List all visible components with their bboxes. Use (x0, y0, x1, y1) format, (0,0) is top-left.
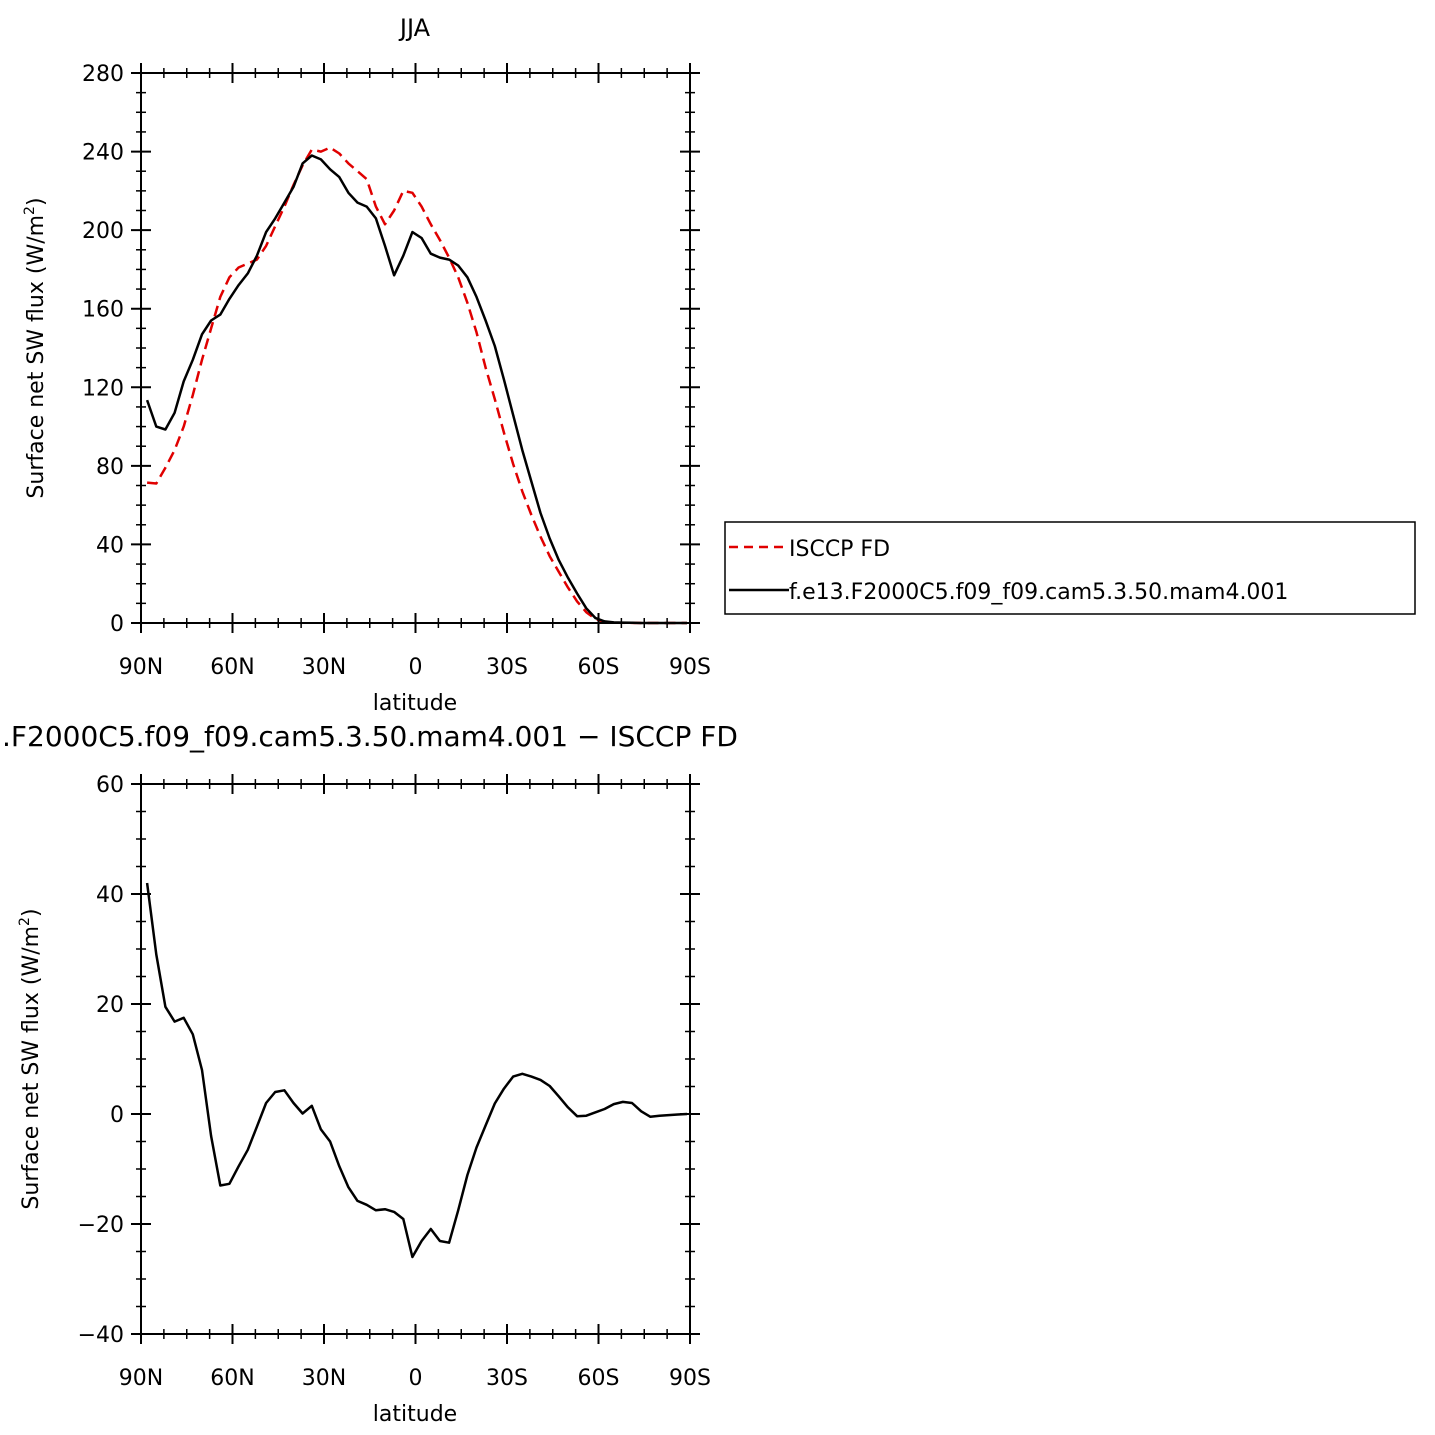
top-ytick-label: 0 (110, 612, 124, 637)
top-x-axis-label: latitude (373, 691, 457, 716)
bottom-y-axis-label: Surface net SW flux (W/m2) (17, 908, 44, 1209)
top-xtick-labels: 90N 60N 30N 0 30S 60S 90S (119, 655, 711, 680)
top-ytick-label: 120 (82, 376, 124, 401)
top-ytick-label: 200 (82, 219, 124, 244)
top-xtick-label: 30N (302, 655, 346, 680)
legend: ISCCP FD f.e13.F2000C5.f09_f09.cam5.3.50… (724, 521, 1416, 615)
bottom-xtick-label: 60N (210, 1366, 254, 1391)
legend-box (724, 521, 1416, 615)
top-title: JJA (398, 14, 431, 42)
bottom-xtick-label: 90N (119, 1366, 163, 1391)
bottom-xtick-label: 0 (409, 1366, 423, 1391)
top-y-axis-label-close: ) (24, 197, 49, 206)
bottom-y-axis-label-sup: 2 (17, 917, 33, 926)
bottom-ytick-label: −20 (78, 1213, 124, 1238)
bottom-xtick-label: 60S (578, 1366, 620, 1391)
bottom-title: .F2000C5.f09_f09.cam5.3.50.mam4.001 − IS… (2, 720, 738, 753)
top-ytick-labels: 0 40 80 120 160 200 240 280 (82, 62, 124, 637)
bottom-ytick-label: −40 (78, 1323, 124, 1348)
top-series-group (145, 146, 687, 625)
legend-label-isccp: ISCCP FD (789, 537, 890, 562)
bottom-ytick-label: 40 (96, 883, 124, 908)
bottom-series-group (145, 882, 688, 1259)
bottom-panel: .F2000C5.f09_f09.cam5.3.50.mam4.001 − IS… (2, 720, 738, 1427)
top-xtick-label: 0 (409, 655, 423, 680)
top-xtick-label: 60N (210, 655, 254, 680)
top-ytick-label: 40 (96, 533, 124, 558)
bottom-xtick-labels: 90N 60N 30N 0 30S 60S 90S (119, 1366, 711, 1391)
top-xtick-label: 90N (119, 655, 163, 680)
bottom-xtick-label: 30S (486, 1366, 528, 1391)
bottom-xtick-label: 30N (302, 1366, 346, 1391)
bottom-x-axis-label: latitude (373, 1402, 457, 1427)
bottom-ytick-label: 0 (110, 1103, 124, 1128)
bottom-ytick-label: 60 (96, 773, 124, 798)
top-xtick-label: 90S (669, 655, 711, 680)
top-xtick-label: 60S (578, 655, 620, 680)
top-series-line-1 (145, 154, 687, 625)
top-xtick-label: 30S (486, 655, 528, 680)
top-ytick-label: 240 (82, 141, 124, 166)
top-ytick-label: 80 (96, 455, 124, 480)
bottom-series-line-0 (145, 882, 688, 1259)
legend-label-model: f.e13.F2000C5.f09_f09.cam5.3.50.mam4.001 (789, 580, 1288, 605)
bottom-ticks (131, 774, 700, 1344)
top-y-axis-label-sup: 2 (22, 206, 38, 215)
top-ytick-label: 160 (82, 298, 124, 323)
bottom-ytick-label: 20 (96, 993, 124, 1018)
bottom-y-axis-label-main: Surface net SW flux (W/m (19, 926, 44, 1210)
bottom-xtick-label: 90S (669, 1366, 711, 1391)
top-ticks (131, 63, 700, 633)
top-y-axis-label-main: Surface net SW flux (W/m (24, 215, 49, 499)
top-ytick-label: 280 (82, 62, 124, 87)
top-panel: JJA 90N 60N 30N 0 30S 60S 90S 0 40 80 120 160 200 24… (22, 14, 1416, 716)
bottom-ytick-labels: −40 −20 0 20 40 60 (78, 773, 124, 1348)
bottom-y-axis-label-close: ) (19, 908, 44, 917)
top-y-axis-label: Surface net SW flux (W/m2) (22, 197, 49, 498)
